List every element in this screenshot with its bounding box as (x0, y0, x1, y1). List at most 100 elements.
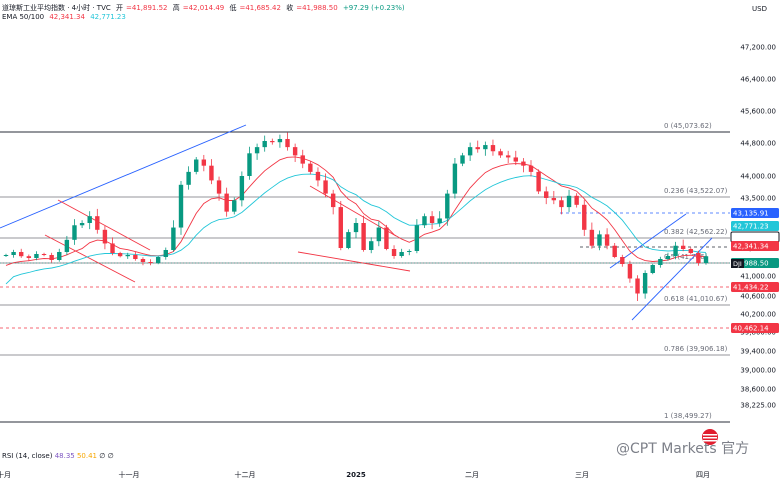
high-label: 高 (172, 4, 180, 12)
candle-body (559, 200, 564, 208)
price-tag-label: 42,347.00 (733, 234, 769, 242)
symbol-header: 道琼斯工业平均指数 · 4小时 · TVC 开 =41,891.52 高 =42,0… (2, 3, 408, 13)
ema50-line (5, 156, 707, 266)
candle-body (285, 139, 290, 148)
candle-body (79, 223, 85, 226)
ema-legend[interactable]: EMA 50/100 42,341.34 42,771.23 (2, 13, 129, 21)
candle-body (452, 163, 458, 194)
ema-lines (0, 156, 730, 285)
candle-body (300, 155, 305, 164)
rsi-label: RSI (14, close) (2, 452, 53, 460)
candle-body (536, 171, 541, 192)
candle-body (437, 218, 442, 223)
candle-body (216, 180, 222, 194)
candle-body (635, 278, 640, 294)
candle-body (26, 256, 32, 258)
price-tag-label: 40,462.14 (733, 325, 769, 333)
candle-body (117, 253, 123, 257)
candle-body (574, 195, 579, 205)
y-tick-label: 40,200.00 (740, 311, 776, 319)
candle-body (422, 216, 427, 226)
candle-body (391, 249, 397, 256)
symbol-title[interactable]: 道琼斯工业平均指数 · 4小时 · TVC (2, 4, 111, 12)
candle-body (232, 200, 237, 212)
price-tag (731, 208, 779, 218)
price-tag-label: 41,434.22 (733, 284, 769, 292)
candle-body (140, 259, 146, 262)
candle-body (57, 252, 62, 260)
candle-body (292, 147, 298, 156)
candle-body (3, 255, 9, 256)
candle-body (429, 216, 435, 223)
candle-body (589, 229, 595, 246)
candle-body (445, 193, 450, 219)
candle-body (148, 262, 153, 263)
candle-body (277, 139, 283, 143)
candle-body (414, 225, 420, 251)
candle-body (513, 157, 518, 162)
candle-body (163, 250, 168, 257)
candle-body (133, 255, 138, 259)
close-value: =41,988.50 (296, 4, 338, 12)
x-tick-label: 二月 (465, 471, 479, 479)
candle-body (19, 252, 24, 257)
candle-body (528, 165, 534, 172)
candle-body (239, 176, 245, 201)
rsi-value-2: 50.41 (76, 452, 98, 460)
candle-body (384, 227, 389, 249)
x-tick-label: 十月 (0, 470, 11, 479)
price-tag-label: 42,771.23 (733, 223, 769, 231)
candle-body (346, 232, 351, 248)
candle-body (11, 252, 16, 255)
y-tick-label: 38,600.00 (740, 386, 776, 394)
candle-body (505, 155, 511, 158)
candle-body (270, 141, 275, 143)
y-tick-label: 43,500.00 (740, 195, 776, 203)
svg-text:DJI: DJI (733, 260, 742, 268)
candle-body (612, 245, 617, 257)
candlestick-series (3, 132, 709, 301)
candle-body (41, 254, 47, 255)
ema100-value: 42,771.23 (90, 13, 126, 21)
low-value: =41,685.42 (239, 4, 281, 12)
trendline (0, 124, 247, 229)
trendline (44, 234, 136, 283)
candle-body (194, 159, 199, 172)
candle-body (308, 163, 313, 172)
candle-body (247, 153, 252, 176)
y-tick-label: 38,225.00 (740, 402, 776, 410)
y-tick-label: 44,000.00 (740, 173, 776, 181)
time-axis[interactable]: 十月 十一月 十二月 2025 二月 三月 四月 (0, 470, 710, 479)
flag-icon (702, 429, 718, 445)
rsi-legend[interactable]: RSI (14, close) 48.35 50.41 ∅ ∅ (2, 452, 114, 460)
y-tick-label: 47,200.00 (740, 44, 776, 52)
candle-body (49, 255, 54, 260)
candle-body (658, 259, 663, 265)
ema-label: EMA 50/100 (2, 13, 45, 21)
rsi-value-4: ∅ (107, 452, 114, 460)
candle-body (407, 251, 412, 252)
candle-body (604, 234, 610, 246)
change-value: +97.29 (+0.23%) (342, 4, 405, 12)
candle-body (330, 193, 336, 208)
candle-body (467, 147, 473, 156)
candle-body (186, 171, 191, 185)
x-tick-label: 三月 (575, 471, 589, 479)
candle-body (171, 227, 176, 250)
candle-body (254, 147, 260, 154)
candle-body (64, 239, 70, 252)
candle-body (680, 245, 686, 249)
candle-body (627, 264, 633, 279)
candle-body (566, 195, 572, 208)
candle-body (498, 151, 503, 156)
candle-body (376, 227, 382, 242)
candle-body (665, 256, 671, 259)
candle-body (696, 253, 701, 263)
watermark: @CPT Markets 官方 (616, 441, 750, 457)
candle-body (475, 147, 480, 150)
x-tick-label: 四月 (696, 471, 710, 479)
candle-body (369, 241, 374, 250)
candle-body (155, 257, 161, 263)
